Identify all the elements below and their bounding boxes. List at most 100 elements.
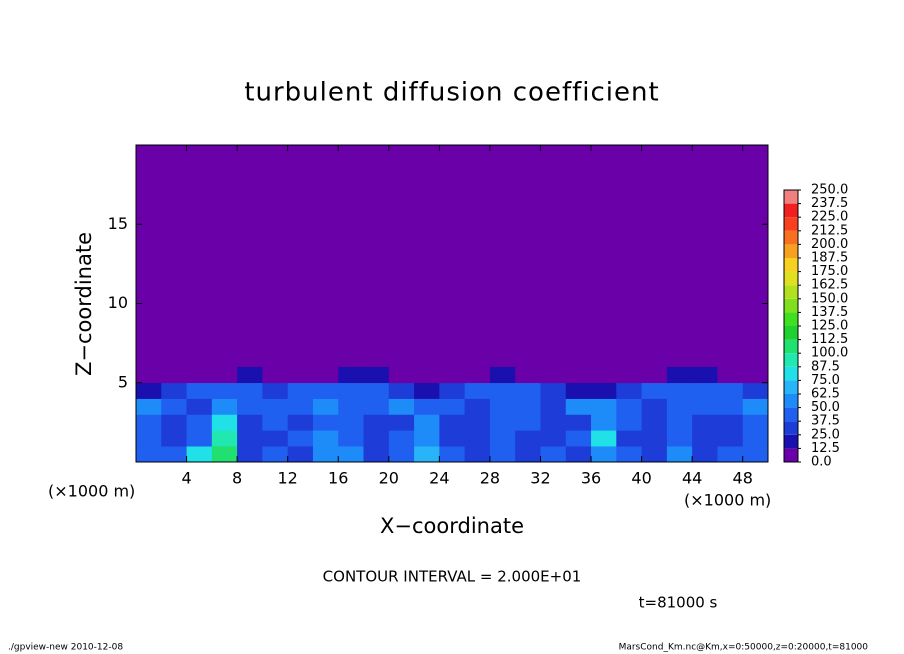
colorbar-label: 0.0 <box>811 455 832 470</box>
contour-cell <box>565 382 592 399</box>
colorbar-label: 12.5 <box>811 441 840 456</box>
contour-cell <box>186 366 213 384</box>
contour-cell <box>388 446 415 463</box>
contour-cell <box>616 382 642 399</box>
colorbar-swatch <box>784 339 798 354</box>
contour-cell <box>237 430 263 447</box>
contour-cell <box>338 398 364 415</box>
contour-cell <box>237 414 263 431</box>
colorbar-label: 50.0 <box>811 400 840 415</box>
footer-left: ./gpview-new 2010-12-08 <box>8 643 123 653</box>
contour-cell <box>692 398 718 415</box>
contour-cell <box>464 446 491 463</box>
x-tick-label: 48 <box>733 469 753 488</box>
contour-cell <box>742 430 769 447</box>
contour-cell <box>742 446 769 463</box>
contour-cell <box>439 382 465 399</box>
x-tick-label: 16 <box>328 469 348 488</box>
contour-cell <box>666 414 693 431</box>
colorbar-label: 237.5 <box>811 196 848 211</box>
contour-cell <box>641 366 668 384</box>
contour-cell <box>414 446 440 463</box>
x-tick-label: 24 <box>429 469 449 488</box>
colorbar-label: 75.0 <box>811 373 840 388</box>
x-tick-label: 12 <box>278 469 298 488</box>
contour-cell <box>616 446 642 463</box>
contour-cell <box>186 398 213 415</box>
contour-cell <box>262 366 288 384</box>
colorbar-label: 62.5 <box>811 387 840 402</box>
contour-cell <box>363 430 390 447</box>
contour-cell <box>414 382 440 399</box>
contour-cell <box>540 366 567 384</box>
colorbar-label: 37.5 <box>811 414 840 429</box>
contour-cell <box>641 414 668 431</box>
contour-cell <box>666 446 693 463</box>
contour-cell <box>515 398 541 415</box>
contour-cell <box>489 398 516 415</box>
colorbar-swatch <box>784 353 798 367</box>
contour-cell <box>641 382 668 399</box>
colorbar-label: 212.5 <box>811 223 848 238</box>
colorbar-swatch <box>784 190 798 204</box>
contour-cell <box>742 414 769 431</box>
contour-cell <box>363 446 390 463</box>
contour-cell <box>287 398 314 415</box>
contour-cell <box>464 414 491 431</box>
y-unit: (×1000 m) <box>48 482 135 501</box>
y-tick-label: 5 <box>118 372 128 391</box>
colorbar-swatch <box>784 394 798 408</box>
contour-cell <box>414 430 440 447</box>
x-unit: (×1000 m) <box>684 491 771 510</box>
contour-cell <box>161 366 187 384</box>
colorbar-swatch <box>784 380 798 394</box>
contour-cell <box>161 398 187 415</box>
contour-cell <box>591 382 617 399</box>
contour-cell <box>565 430 592 447</box>
colorbar-swatch <box>784 298 798 313</box>
contour-cell <box>489 446 516 463</box>
contour-cell <box>312 366 339 384</box>
contour-cell <box>439 366 465 384</box>
contour-cell <box>161 382 187 399</box>
contour-cell <box>464 430 491 447</box>
x-tick-label: 28 <box>480 469 500 488</box>
contour-cell <box>515 414 541 431</box>
contour-cell <box>186 446 213 463</box>
contour-cell <box>388 430 415 447</box>
x-axis-label: X−coordinate <box>380 514 524 538</box>
contour-cell <box>742 398 769 415</box>
colorbar-swatch <box>784 258 798 272</box>
contour-cell <box>237 398 263 415</box>
contour-cell <box>439 430 465 447</box>
colorbar-label: 137.5 <box>811 305 848 320</box>
colorbar-swatch <box>784 421 798 435</box>
contour-cell <box>742 382 769 399</box>
contour-cell <box>540 414 567 431</box>
contour-cell <box>186 414 213 431</box>
colorbar-swatch <box>784 366 798 381</box>
x-tick-label: 4 <box>181 469 191 488</box>
contour-cell <box>338 446 364 463</box>
colorbar-label: 250.0 <box>811 183 848 198</box>
contour-cell <box>641 446 668 463</box>
contour-cell <box>338 414 364 431</box>
contour-cell <box>616 366 642 384</box>
contour-cell <box>211 446 238 463</box>
contour-cell <box>717 446 744 463</box>
colorbar-swatch <box>784 326 798 340</box>
contour-cell <box>692 366 718 384</box>
time-label: t=81000 s <box>639 594 718 612</box>
colorbar-label: 87.5 <box>811 359 840 374</box>
contour-cell <box>136 398 162 415</box>
colorbar-swatch <box>784 244 798 258</box>
colorbar-label: 100.0 <box>811 346 848 361</box>
contour-cell <box>363 366 390 384</box>
contour-cell <box>136 430 162 447</box>
contour-cell <box>262 398 288 415</box>
contour-cell <box>363 398 390 415</box>
contour-cell <box>363 382 390 399</box>
contour-cell <box>515 446 541 463</box>
contour-cell <box>515 366 541 384</box>
contour-cell <box>439 414 465 431</box>
